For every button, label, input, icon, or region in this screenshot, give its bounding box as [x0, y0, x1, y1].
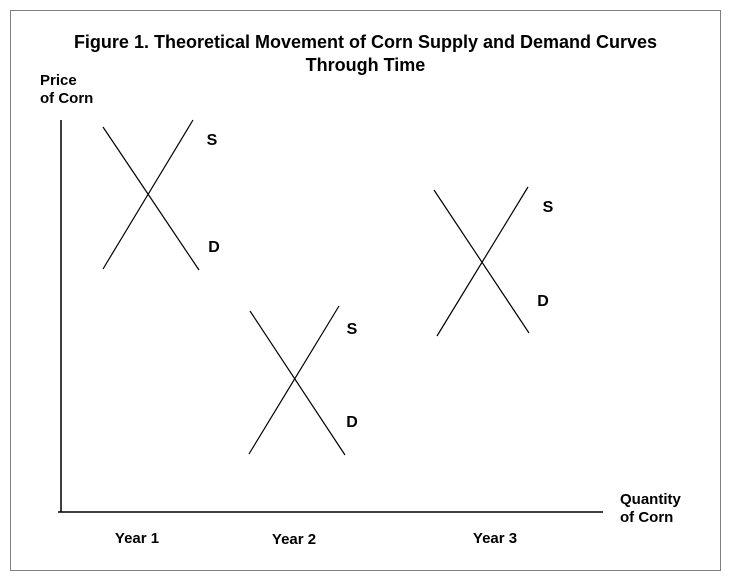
chart-title: Figure 1. Theoretical Movement of Corn S… [10, 31, 721, 77]
demand-label-year-3: D [537, 293, 549, 310]
figure-frame [10, 10, 721, 571]
y-axis-label-line-2: of Corn [40, 90, 94, 107]
supply-label-year-1: S [207, 132, 218, 149]
y-axis-label-line-1: Price [40, 72, 77, 89]
x-tick-label-year-1: Year 1 [115, 530, 159, 547]
supply-line-year-3 [436, 186, 529, 337]
demand-line-year-1 [102, 126, 200, 271]
supply-label-year-3: S [543, 199, 554, 216]
x-axis-label-line-1: Quantity [620, 491, 681, 508]
x-axis-label: Quantity of Corn [620, 491, 681, 527]
demand-label-year-1: D [208, 239, 220, 256]
x-tick-label-year-3: Year 3 [473, 530, 517, 547]
x-tick-label-year-2: Year 2 [272, 531, 316, 548]
demand-line-year-3 [433, 189, 530, 334]
chart-marks: S D Year 1 S D Year 2 S D Year 3 [102, 119, 554, 548]
y-axis-label: Price of Corn [40, 72, 93, 108]
chart-title-line-2: Through Time [305, 55, 426, 75]
demand-label-year-2: D [346, 414, 358, 431]
supply-line-year-2 [248, 305, 340, 455]
supply-label-year-2: S [347, 321, 358, 338]
chart-title-line-1: Figure 1. Theoretical Movement of Corn S… [73, 32, 658, 52]
demand-line-year-2 [249, 310, 346, 456]
x-axis-label-line-2: of Corn [620, 509, 674, 526]
